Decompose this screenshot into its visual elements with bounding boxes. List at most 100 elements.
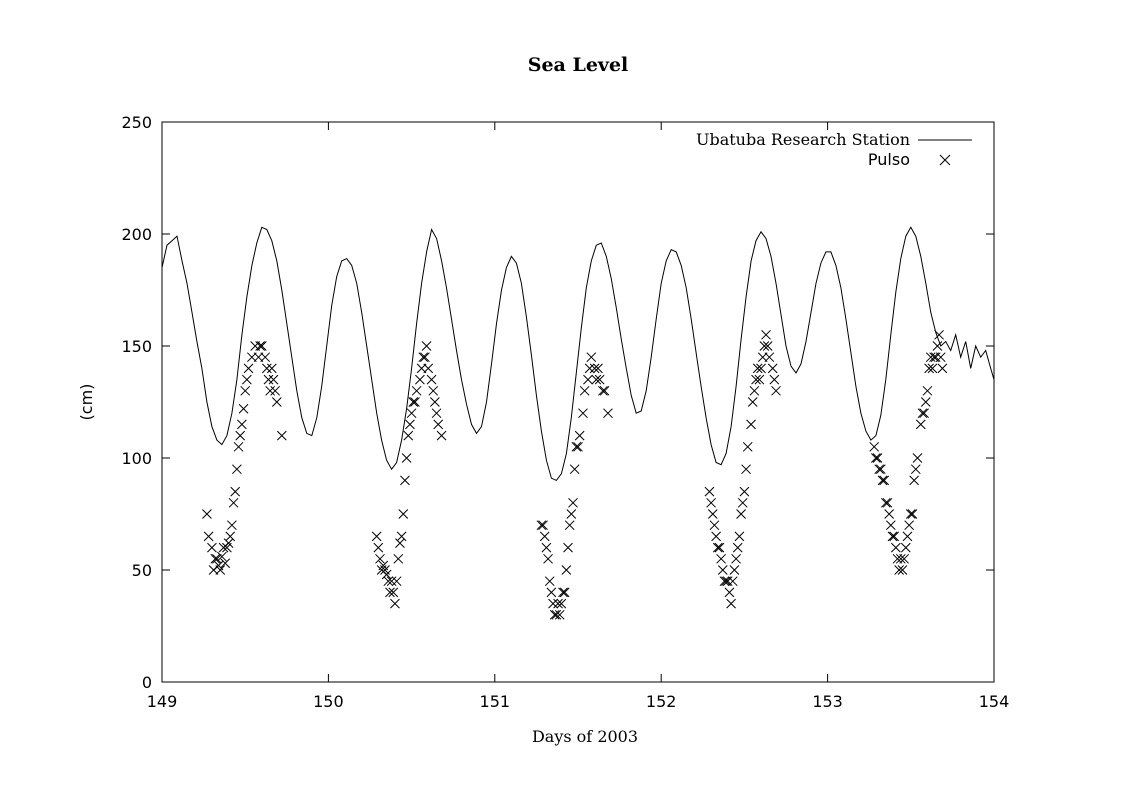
pulso-point: [872, 453, 883, 463]
pulso-point: [568, 497, 578, 508]
pulso-point: [538, 520, 548, 531]
pulso-point: [271, 397, 282, 407]
pulso-point: [566, 509, 577, 519]
pulso-point: [871, 453, 881, 463]
pulso-point: [240, 385, 251, 396]
pulso-point: [935, 352, 946, 363]
pulso-point: [746, 419, 756, 430]
pulso-point: [558, 587, 568, 598]
pulso-point: [398, 509, 409, 519]
pulso-point: [934, 329, 944, 340]
y-tick-label: 150: [121, 337, 152, 356]
pulso-point: [706, 497, 716, 508]
x-tick-label: 151: [480, 692, 511, 711]
pulso-point: [719, 576, 730, 587]
x-tick-label: 152: [646, 692, 677, 711]
pulso-point: [736, 509, 746, 519]
pulso-point: [741, 464, 751, 475]
pulso-point: [879, 475, 890, 486]
pulso-point: [242, 374, 252, 385]
pulso-point: [418, 352, 429, 363]
pulso-point: [912, 453, 923, 463]
pulso-point: [373, 542, 384, 553]
pulso-point: [731, 553, 741, 564]
pulso-point: [431, 408, 442, 419]
pulso-point: [410, 397, 420, 407]
x-axis-label: Days of 2003: [532, 727, 638, 746]
pulso-point: [225, 531, 236, 542]
y-axis-label: (cm): [77, 384, 96, 421]
pulso-point: [574, 430, 585, 441]
pulso-point: [385, 587, 395, 598]
pulso-point: [742, 441, 753, 452]
pulso-point: [573, 441, 583, 452]
pulso-point: [726, 598, 736, 609]
plot-frame: [161, 121, 995, 683]
pulso-point: [737, 497, 748, 508]
pulso-point: [553, 598, 563, 609]
pulso-point: [902, 531, 913, 542]
pulso-point: [569, 464, 580, 475]
pulso-point: [223, 538, 234, 548]
pulso-point: [924, 363, 934, 374]
pulso-point: [571, 441, 582, 452]
pulso-point: [400, 475, 410, 486]
pulso-point: [869, 441, 880, 452]
pulso-point: [396, 531, 407, 542]
pulso-point: [421, 341, 432, 351]
pulso-point: [270, 385, 281, 396]
pulso-point: [707, 509, 718, 519]
pulso-point: [915, 419, 926, 430]
pulso-point: [266, 363, 277, 374]
pulso-point: [754, 374, 765, 385]
pulso-point: [371, 531, 382, 542]
pulso-point: [734, 531, 745, 542]
pulso-point: [212, 553, 222, 564]
pulso-point: [769, 374, 780, 385]
y-tick-label: 200: [121, 225, 152, 244]
pulso-point: [563, 542, 573, 553]
pulso-point: [401, 453, 412, 463]
pulso-point: [884, 509, 895, 519]
pulso-point: [927, 363, 938, 374]
pulso-point: [724, 587, 735, 598]
pulso-point: [548, 598, 558, 609]
pulso-point: [586, 352, 597, 363]
pulso-point: [243, 363, 254, 374]
y-tick-label: 50: [132, 561, 152, 580]
legend: Ubatuba Research Station Pulso: [696, 130, 972, 169]
pulso-point: [228, 497, 239, 508]
pulso-point: [880, 497, 891, 508]
pulso-point: [276, 430, 287, 441]
pulso-point: [877, 475, 888, 486]
legend-label-pulso: Pulso: [868, 150, 910, 169]
pulso-point: [405, 419, 415, 430]
pulso-point: [260, 352, 271, 363]
legend-label-station: Ubatuba Research Station: [696, 130, 910, 149]
pulso-point: [546, 587, 557, 598]
pulso-point: [237, 419, 247, 430]
pulso-point: [388, 587, 399, 598]
pulso-point: [767, 363, 778, 374]
x-tick-label: 149: [147, 692, 178, 711]
pulso-point: [433, 419, 444, 430]
pulso-point: [716, 553, 726, 564]
pulso-point: [709, 520, 720, 531]
y-tick-label: 250: [121, 113, 152, 132]
pulso-point: [428, 385, 439, 396]
pulso-point: [594, 374, 605, 385]
pulso-point: [925, 352, 936, 363]
pulso-point: [564, 520, 575, 531]
pulso-point: [420, 352, 430, 363]
pulso-point: [907, 509, 918, 519]
pulso-point: [751, 374, 761, 385]
x-tick-label: 150: [313, 692, 344, 711]
pulso-point: [599, 385, 610, 396]
pulso-point: [415, 374, 425, 385]
legend-cross-icon: [939, 154, 951, 166]
pulso-point: [894, 565, 905, 575]
pulso-point: [559, 587, 570, 598]
pulso-point: [904, 520, 914, 531]
pulso-point: [232, 464, 242, 475]
pulso-point: [759, 341, 770, 351]
